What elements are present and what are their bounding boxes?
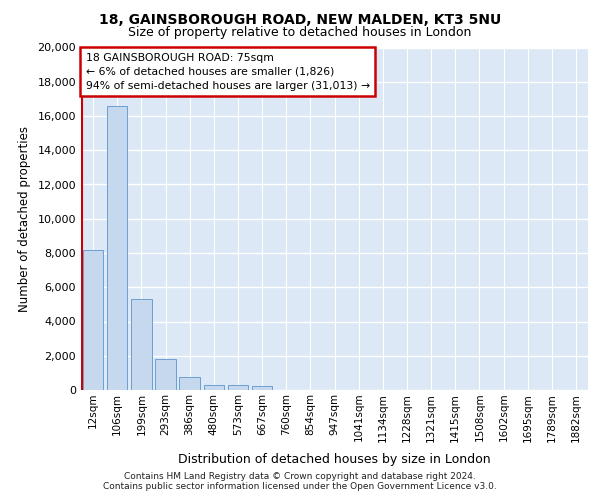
Bar — [83, 250, 103, 390]
Bar — [179, 377, 200, 390]
Bar — [155, 359, 176, 390]
Bar — [203, 384, 224, 390]
Text: Contains HM Land Registry data © Crown copyright and database right 2024.: Contains HM Land Registry data © Crown c… — [124, 472, 476, 481]
Text: Size of property relative to detached houses in London: Size of property relative to detached ho… — [128, 26, 472, 39]
Bar — [227, 386, 248, 390]
Text: 18, GAINSBOROUGH ROAD, NEW MALDEN, KT3 5NU: 18, GAINSBOROUGH ROAD, NEW MALDEN, KT3 5… — [99, 12, 501, 26]
Bar — [131, 299, 152, 390]
Text: 18 GAINSBOROUGH ROAD: 75sqm
← 6% of detached houses are smaller (1,826)
94% of s: 18 GAINSBOROUGH ROAD: 75sqm ← 6% of deta… — [86, 52, 370, 90]
Text: Contains public sector information licensed under the Open Government Licence v3: Contains public sector information licen… — [103, 482, 497, 491]
X-axis label: Distribution of detached houses by size in London: Distribution of detached houses by size … — [178, 452, 491, 466]
Y-axis label: Number of detached properties: Number of detached properties — [17, 126, 31, 312]
Bar — [107, 106, 127, 390]
Bar — [252, 386, 272, 390]
